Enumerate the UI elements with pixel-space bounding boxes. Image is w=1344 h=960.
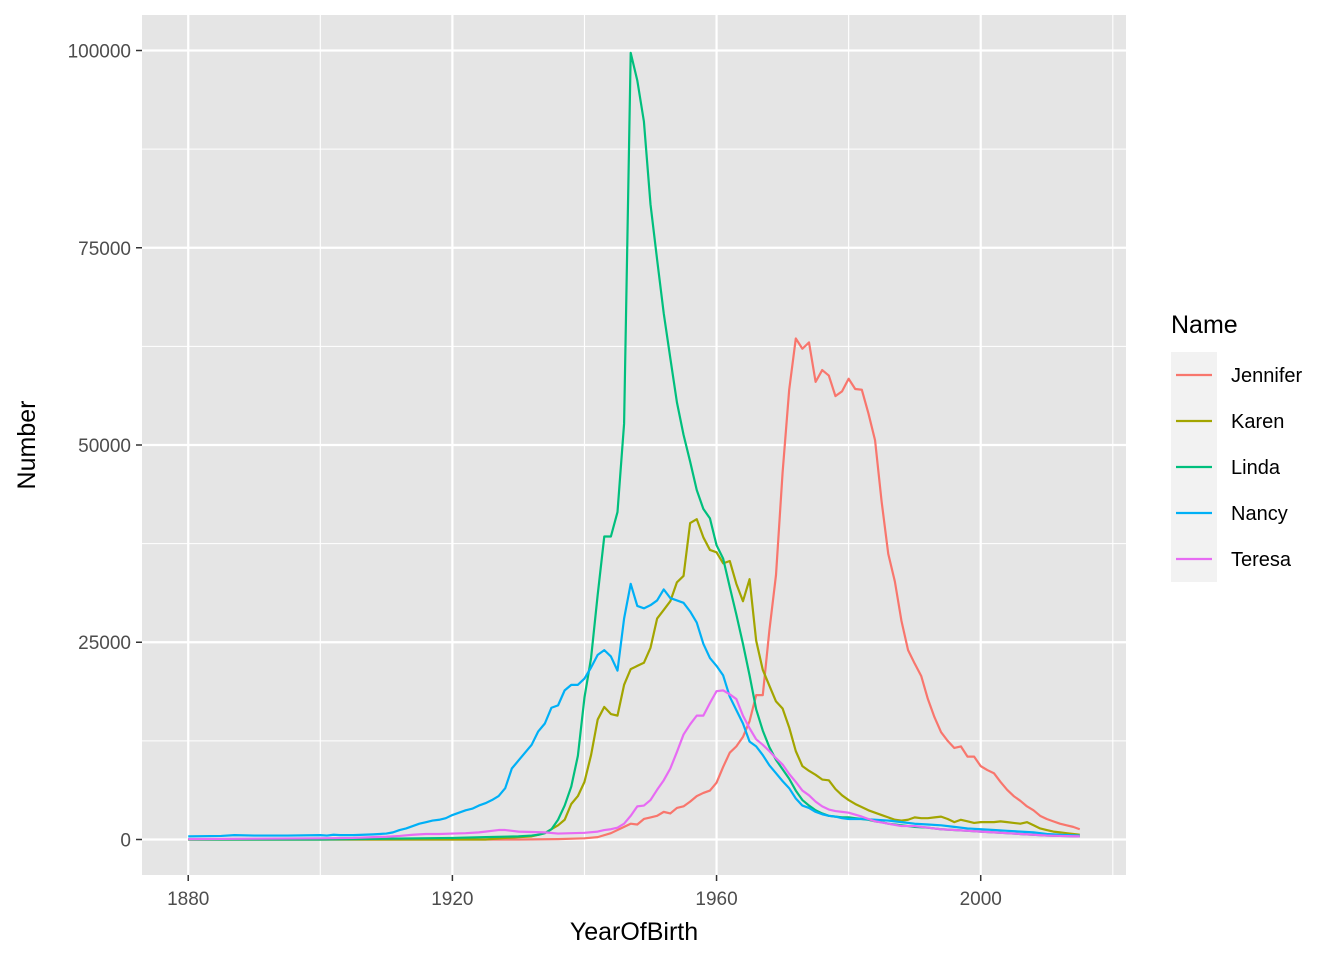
- y-axis-title: Number: [13, 401, 41, 490]
- legend-items: Jennifer Karen Linda Nancy Teresa: [1176, 365, 1302, 571]
- x-tick-label: 2000: [960, 889, 1002, 910]
- legend-label: Linda: [1231, 457, 1281, 479]
- series-line-karen: [188, 518, 1080, 841]
- legend-label: Karen: [1231, 411, 1284, 433]
- legend-item-linda: Linda: [1176, 457, 1281, 479]
- x-tick-label: 1880: [167, 889, 209, 910]
- x-tick-label: 1960: [695, 889, 737, 910]
- series-line-nancy: [188, 582, 1080, 838]
- legend: Name Jennifer Karen Linda Nancy Teresa: [1171, 311, 1302, 582]
- legend-title: Name: [1171, 311, 1238, 339]
- series-line-teresa: [188, 689, 1080, 841]
- legend-item-teresa: Teresa: [1176, 549, 1292, 571]
- x-axis: 1880 1920 1960 2000: [167, 875, 1002, 910]
- y-tick-label: 25000: [78, 633, 131, 654]
- series-lines: [188, 51, 1081, 841]
- y-tick-label: 50000: [78, 436, 131, 457]
- legend-label: Nancy: [1231, 503, 1288, 525]
- y-tick-label: 100000: [68, 42, 131, 63]
- legend-item-jennifer: Jennifer: [1176, 365, 1302, 387]
- series-line-jennifer: [188, 337, 1081, 841]
- legend-label: Teresa: [1231, 549, 1292, 571]
- legend-item-karen: Karen: [1176, 411, 1284, 433]
- legend-item-nancy: Nancy: [1176, 503, 1288, 525]
- y-tick-label: 0: [120, 830, 131, 851]
- x-axis-title: YearOfBirth: [570, 918, 698, 946]
- x-tick-label: 1920: [431, 889, 473, 910]
- legend-label: Jennifer: [1231, 365, 1302, 387]
- y-axis: 0 25000 50000 75000 100000: [68, 42, 142, 851]
- y-tick-label: 75000: [78, 239, 131, 260]
